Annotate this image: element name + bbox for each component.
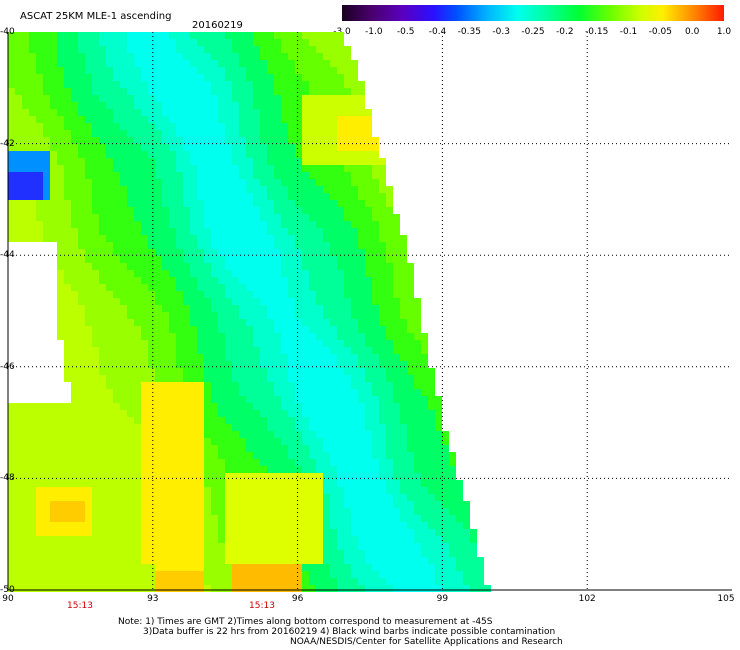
color-scale-tick: 0.0 bbox=[684, 27, 700, 37]
pass-time-label: 15:13 bbox=[67, 601, 93, 611]
color-scale-tick: -1.0 bbox=[365, 27, 383, 37]
color-scale-tick: -0.15 bbox=[585, 27, 609, 37]
latitude-label: -44 bbox=[0, 250, 15, 261]
color-scale-tick: -0.05 bbox=[648, 27, 672, 37]
latitude-label: -46 bbox=[0, 361, 15, 372]
longitude-label: 102 bbox=[578, 594, 596, 604]
latitude-label: -50 bbox=[0, 585, 15, 595]
longitude-label: 96 bbox=[291, 594, 304, 604]
color-scale-tick: 1.0 bbox=[716, 27, 732, 37]
color-scale-tick: -0.3 bbox=[492, 27, 510, 37]
color-scale-tick: -0.4 bbox=[428, 27, 447, 37]
color-scale-tick: -0.1 bbox=[619, 27, 638, 37]
latitude-label: -40 bbox=[0, 27, 15, 37]
map-date: 20160219 bbox=[192, 20, 243, 31]
color-scale-tick: -0.35 bbox=[457, 27, 481, 37]
scatterometer-field bbox=[8, 32, 491, 592]
latitude-label: -42 bbox=[0, 138, 15, 149]
note-line-1: Note: 1) Times are GMT 2)Times along bot… bbox=[118, 617, 493, 627]
map-title: ASCAT 25KM MLE-1 ascending bbox=[20, 11, 172, 22]
longitude-label: 99 bbox=[436, 594, 449, 604]
pass-time-label: 15:13 bbox=[249, 601, 275, 611]
longitude-label: 90 bbox=[2, 594, 14, 604]
graticule bbox=[8, 32, 732, 590]
color-scale-tick: -0.25 bbox=[521, 27, 545, 37]
longitude-label: 93 bbox=[147, 594, 159, 604]
latitude-label: -48 bbox=[0, 473, 15, 484]
color-scale-tick: -0.5 bbox=[396, 27, 415, 37]
longitude-label: 105 bbox=[717, 594, 735, 604]
note-line-2: 3)Data buffer is 22 hrs from 20160219 4)… bbox=[143, 627, 556, 637]
color-scale-bar bbox=[342, 5, 724, 21]
color-scale-tick: -0.2 bbox=[556, 27, 574, 37]
note-line-3: NOAA/NESDIS/Center for Satellite Applica… bbox=[290, 637, 563, 647]
